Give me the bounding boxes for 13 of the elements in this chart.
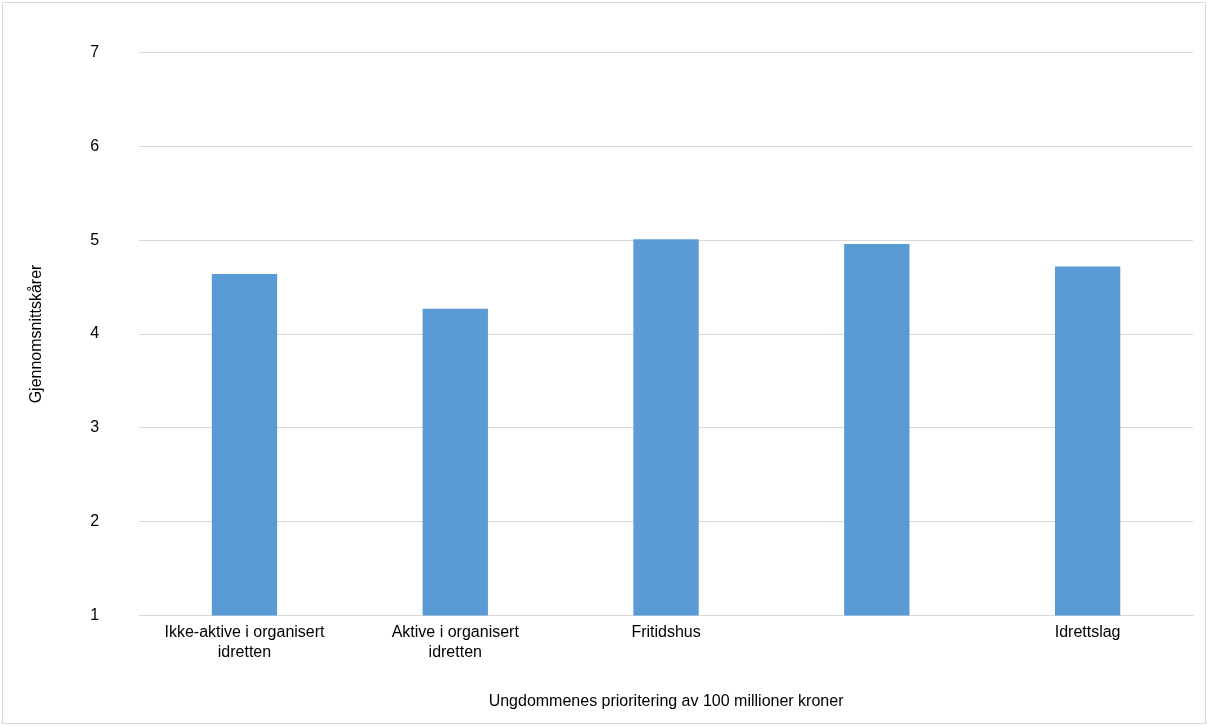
x-tick-label: Idrettslag — [1054, 623, 1121, 641]
y-tick-label: 5 — [90, 230, 100, 248]
x-tick-label: Aktive i organisert idretten — [391, 623, 520, 660]
y-axis-title: Gjennomsnittskårer — [27, 263, 45, 404]
x-tick-label: Ikke-aktive i organisert idretten — [164, 623, 326, 660]
x-axis-title: Ungdommenes prioritering av 100 millioner kroner — [488, 691, 845, 709]
x-tick-label: Fritidshus — [631, 623, 701, 641]
y-tick-label: 4 — [90, 324, 100, 342]
y-tick-label: 1 — [90, 605, 100, 623]
y-tick-label: 6 — [90, 136, 100, 154]
y-tick-label: 7 — [90, 43, 100, 61]
y-tick-label: 2 — [90, 512, 100, 530]
y-tick-label: 3 — [90, 418, 100, 436]
